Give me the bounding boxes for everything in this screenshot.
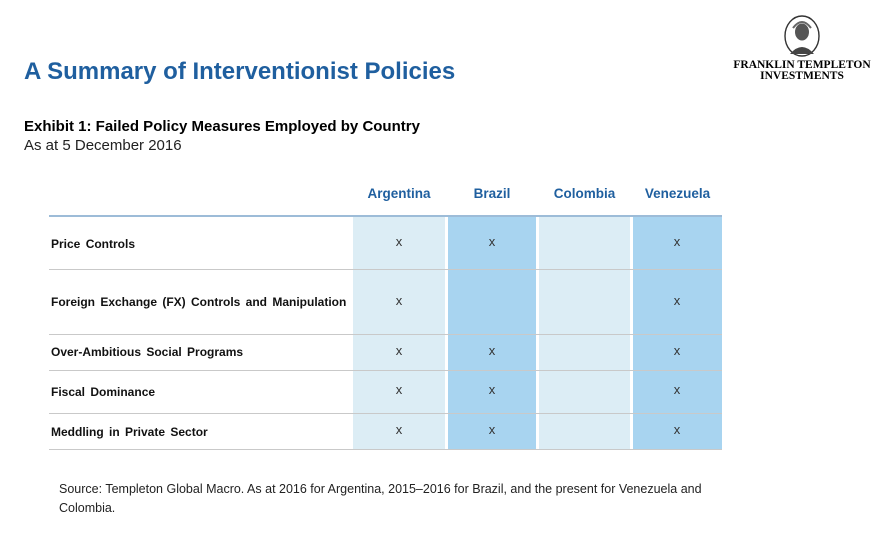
row-divider — [49, 449, 722, 450]
mark-venezuela: x — [673, 422, 681, 437]
mark-venezuela: x — [673, 343, 681, 358]
mark-argentina: x — [395, 234, 403, 249]
column-header-venezuela: Venezuela — [644, 186, 711, 201]
exhibit-title: Exhibit 1: Failed Policy Measures Employ… — [24, 118, 420, 135]
row-divider — [49, 269, 722, 270]
exhibit-subtitle: As at 5 December 2016 — [24, 137, 182, 154]
mark-brazil: x — [488, 422, 496, 437]
column-band-venezuela — [633, 217, 722, 449]
row-label-private-sector: Meddling in Private Sector — [51, 425, 208, 439]
row-label-fx-controls: Foreign Exchange (FX) Controls and Manip… — [51, 295, 347, 309]
mark-brazil: x — [488, 343, 496, 358]
mark-venezuela: x — [673, 382, 681, 397]
column-header-brazil: Brazil — [473, 186, 511, 201]
column-header-argentina: Argentina — [367, 186, 431, 201]
column-band-brazil — [448, 217, 536, 449]
source-note: Source: Templeton Global Macro. As at 20… — [59, 482, 702, 515]
logo-line-1: FRANKLIN TEMPLETON — [733, 59, 871, 71]
row-divider — [49, 334, 722, 335]
row-divider — [49, 413, 722, 414]
column-band-argentina — [353, 217, 445, 449]
mark-brazil: x — [488, 382, 496, 397]
company-logo: FRANKLIN TEMPLETON INVESTMENTS — [732, 14, 872, 82]
mark-argentina: x — [395, 293, 403, 308]
portrait-emblem-icon — [784, 15, 820, 57]
mark-venezuela: x — [673, 234, 681, 249]
header-divider — [49, 215, 722, 217]
logo-line-2: INVESTMENTS — [760, 70, 844, 82]
row-divider — [49, 370, 722, 371]
page-title: A Summary of Interventionist Policies — [24, 58, 456, 85]
row-label-fiscal-dominance: Fiscal Dominance — [51, 385, 156, 399]
column-header-colombia: Colombia — [553, 186, 616, 201]
column-band-colombia — [539, 217, 630, 449]
mark-argentina: x — [395, 343, 403, 358]
mark-venezuela: x — [673, 293, 681, 308]
mark-brazil: x — [488, 234, 496, 249]
row-label-price-controls: Price Controls — [51, 237, 136, 251]
mark-argentina: x — [395, 382, 403, 397]
mark-argentina: x — [395, 422, 403, 437]
row-label-social-programs: Over-Ambitious Social Programs — [51, 345, 244, 359]
